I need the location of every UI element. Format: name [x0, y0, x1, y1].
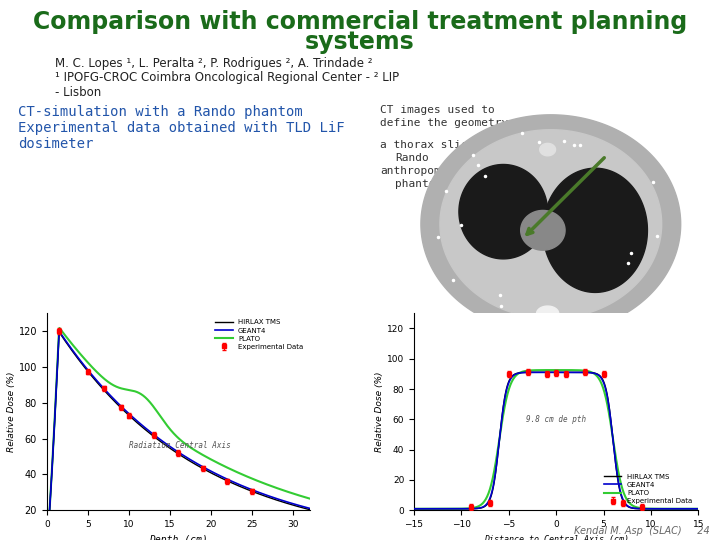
PLATO — [199, 452, 208, 458]
Y-axis label: Relative Dose (%): Relative Dose (%) — [375, 372, 384, 452]
Text: Radiation Central Axis: Radiation Central Axis — [129, 441, 230, 450]
PLATO — [305, 495, 314, 502]
GEANT4 — [199, 464, 208, 470]
HIRLAX TMS — [410, 505, 418, 512]
Text: Comparison with commercial treatment planning: Comparison with commercial treatment pla… — [33, 10, 687, 34]
Line: GEANT4: GEANT4 — [47, 332, 310, 540]
HIRLAX TMS — [600, 380, 608, 387]
Text: anthropomorphic: anthropomorphic — [380, 166, 481, 176]
GEANT4 — [460, 505, 469, 512]
Text: systems: systems — [305, 30, 415, 54]
Text: - Lisbon: - Lisbon — [55, 85, 102, 98]
PLATO — [483, 494, 492, 500]
Text: Rando: Rando — [395, 153, 428, 163]
HIRLAX TMS — [483, 501, 492, 508]
PLATO — [55, 325, 64, 331]
Polygon shape — [421, 115, 680, 333]
HIRLAX TMS — [168, 447, 176, 453]
PLATO — [600, 389, 608, 395]
Text: CT-simulation with a Rando phantom: CT-simulation with a Rando phantom — [18, 105, 302, 119]
Text: CT images used to: CT images used to — [380, 105, 495, 115]
HIRLAX TMS — [552, 369, 560, 376]
GEANT4 — [552, 369, 561, 376]
HIRLAX TMS — [258, 492, 267, 498]
GEANT4 — [577, 369, 586, 376]
GEANT4 — [55, 328, 64, 335]
HIRLAX TMS — [694, 505, 703, 512]
Text: phantom: phantom — [395, 179, 442, 189]
GEANT4 — [169, 446, 178, 453]
GEANT4 — [624, 503, 633, 510]
GEANT4 — [305, 505, 314, 511]
PLATO — [624, 499, 633, 505]
GEANT4 — [694, 505, 703, 512]
PLATO — [694, 505, 703, 512]
GEANT4 — [185, 456, 194, 462]
Text: 9.8 cm de pth: 9.8 cm de pth — [526, 415, 586, 424]
GEANT4 — [483, 500, 492, 507]
HIRLAX TMS — [169, 448, 178, 454]
PLATO — [169, 430, 178, 437]
Y-axis label: Relative Dose (%): Relative Dose (%) — [6, 372, 16, 452]
X-axis label: Depth (cm): Depth (cm) — [149, 535, 207, 540]
Line: PLATO: PLATO — [414, 370, 698, 509]
Text: ¹ IPOFG-CROC Coimbra Oncological Regional Center - ² LIP: ¹ IPOFG-CROC Coimbra Oncological Regiona… — [55, 71, 399, 84]
PLATO — [300, 494, 308, 500]
Text: define the geometry:: define the geometry: — [380, 118, 515, 128]
PLATO — [539, 367, 547, 373]
PLATO — [168, 428, 176, 435]
GEANT4 — [600, 382, 608, 388]
HIRLAX TMS — [624, 504, 633, 510]
GEANT4 — [300, 503, 308, 510]
HIRLAX TMS — [55, 329, 64, 336]
HIRLAX TMS — [199, 466, 208, 472]
PLATO — [552, 367, 560, 373]
Polygon shape — [440, 130, 662, 319]
X-axis label: Distance to Central Axis (cm): Distance to Central Axis (cm) — [484, 535, 629, 540]
PLATO — [410, 505, 418, 512]
Polygon shape — [459, 165, 548, 259]
HIRLAX TMS — [577, 369, 586, 376]
GEANT4 — [258, 490, 267, 497]
GEANT4 — [410, 505, 418, 512]
GEANT4 — [539, 369, 547, 376]
HIRLAX TMS — [305, 507, 314, 513]
Text: a thorax slice from a: a thorax slice from a — [380, 140, 522, 150]
Text: Kendal M. Asp  (SLAC)     24: Kendal M. Asp (SLAC) 24 — [575, 526, 710, 536]
HIRLAX TMS — [539, 369, 547, 376]
PLATO — [258, 480, 267, 486]
GEANT4 — [168, 445, 176, 451]
Polygon shape — [536, 306, 559, 321]
PLATO — [185, 444, 194, 450]
Legend: HIRLAX TMS, GEANT4, PLATO, Experimental Data: HIRLAX TMS, GEANT4, PLATO, Experimental … — [212, 316, 306, 353]
Text: Agreement better than 2% between: Agreement better than 2% between — [435, 224, 649, 237]
HIRLAX TMS — [185, 457, 194, 464]
PLATO — [577, 367, 586, 374]
Line: PLATO: PLATO — [47, 328, 310, 540]
HIRLAX TMS — [300, 505, 308, 511]
Text: M. C. Lopes ¹, L. Peralta ², P. Rodrigues ², A. Trindade ²: M. C. Lopes ¹, L. Peralta ², P. Rodrigue… — [55, 57, 372, 71]
Polygon shape — [540, 144, 556, 156]
HIRLAX TMS — [460, 505, 469, 512]
Legend: HIRLAX TMS, GEANT4, PLATO, Experimental Data: HIRLAX TMS, GEANT4, PLATO, Experimental … — [601, 471, 695, 507]
Polygon shape — [543, 168, 647, 292]
Line: GEANT4: GEANT4 — [414, 373, 698, 509]
Text: dosimeter: dosimeter — [18, 137, 94, 151]
Line: HIRLAX TMS: HIRLAX TMS — [414, 373, 698, 509]
Text: GEANT4 and TLD dosimeters: GEANT4 and TLD dosimeters — [445, 238, 659, 251]
Line: HIRLAX TMS: HIRLAX TMS — [47, 333, 310, 540]
PLATO — [460, 505, 469, 512]
Text: Experimental data obtained with TLD LiF: Experimental data obtained with TLD LiF — [18, 121, 345, 135]
Polygon shape — [521, 211, 565, 250]
